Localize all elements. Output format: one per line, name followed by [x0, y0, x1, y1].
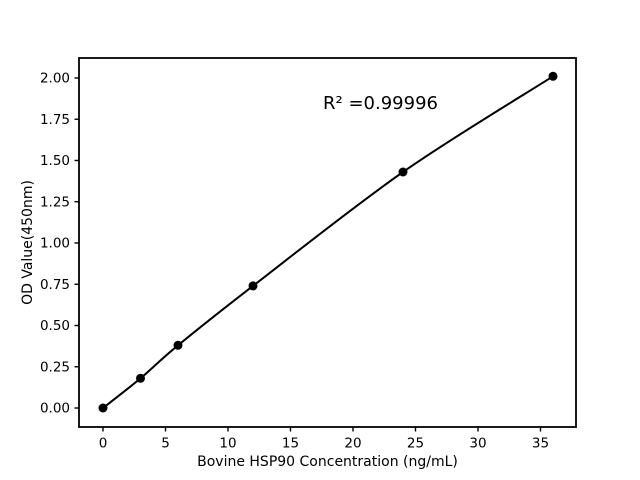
x-tick-label: 15 — [282, 436, 299, 452]
data-point-marker — [398, 167, 408, 177]
y-axis-ticks: 0.00 0.25 0.50 0.75 1.00 1.25 1.50 1.75 2.00 — [40, 71, 79, 417]
x-axis-ticks: 0 5 10 15 20 25 30 35 — [99, 427, 549, 452]
data-point-marker — [136, 373, 145, 383]
fit-curve — [102, 75, 554, 409]
x-tick-label: 30 — [469, 436, 486, 452]
y-tick-label: 0.50 — [40, 318, 70, 334]
x-tick-label: 5 — [161, 436, 170, 452]
y-tick-label: 1.25 — [40, 194, 70, 210]
data-point-marker — [248, 281, 258, 291]
r-squared-annotation: R² =0.99996 — [323, 93, 438, 114]
data-point-marker — [98, 403, 108, 413]
y-tick-label: 1.75 — [40, 112, 70, 128]
x-tick-label: 35 — [532, 436, 549, 452]
y-tick-label: 0.75 — [40, 277, 70, 293]
y-tick-label: 2.00 — [40, 71, 70, 87]
y-tick-label: 1.50 — [40, 153, 70, 169]
x-tick-label: 10 — [219, 436, 236, 452]
y-tick-label: 0.25 — [40, 359, 70, 375]
x-tick-label: 25 — [407, 436, 424, 452]
x-tick-label: 20 — [344, 436, 361, 452]
x-axis-label: Bovine HSP90 Concentration (ng/mL) — [197, 454, 458, 470]
data-points — [98, 71, 558, 413]
y-tick-label: 1.00 — [40, 236, 70, 252]
x-tick-label: 0 — [99, 436, 108, 452]
y-tick-label: 0.00 — [40, 401, 70, 417]
y-axis-label: OD Value(450nm) — [20, 180, 36, 305]
data-point-marker — [548, 71, 558, 81]
data-point-marker — [173, 340, 183, 350]
